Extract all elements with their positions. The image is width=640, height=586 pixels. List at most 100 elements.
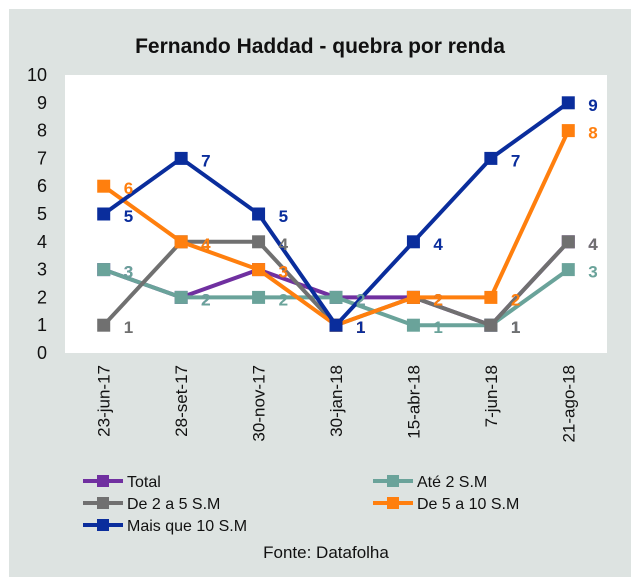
y-tick-label: 6 — [37, 176, 47, 196]
y-tick-label: 9 — [37, 93, 47, 113]
data-point — [406, 318, 420, 332]
data-label: 4 — [588, 235, 598, 254]
data-label: 4 — [433, 235, 443, 254]
data-label: 2 — [201, 290, 210, 309]
data-label: 3 — [279, 263, 288, 282]
data-label: 3 — [124, 263, 133, 282]
data-label: 1 — [356, 318, 365, 337]
data-label: 3 — [279, 263, 288, 282]
data-label: 1 — [511, 318, 520, 337]
x-tick-label: 23-jun-17 — [95, 365, 114, 437]
series-lines — [97, 96, 575, 332]
data-point — [329, 290, 343, 304]
data-label: 4 — [201, 235, 211, 254]
data-label: 1 — [356, 318, 365, 337]
legend-item: De 2 a 5 S.M — [83, 496, 220, 513]
data-label: 8 — [588, 124, 597, 143]
legend-label: Até 2 S.M — [417, 474, 487, 491]
data-label: 7 — [511, 151, 520, 170]
data-point — [174, 151, 188, 165]
legend-item: Mais que 10 S.M — [83, 518, 247, 535]
data-label: 6 — [124, 179, 133, 198]
data-label: 2 — [201, 290, 210, 309]
data-label: 2 — [511, 290, 520, 309]
data-point — [174, 235, 188, 249]
data-point — [406, 235, 420, 249]
data-label: 1 — [511, 318, 520, 337]
data-point — [97, 263, 111, 277]
chart-panel: Fernando Haddad - quebra por renda 0 1 2 3 4… — [9, 9, 631, 577]
data-point — [561, 235, 575, 249]
legend-marker — [387, 475, 399, 487]
y-axis: 0 1 2 3 4 5 6 7 8 9 10 — [27, 65, 47, 363]
data-point — [252, 207, 266, 221]
data-point — [561, 263, 575, 277]
data-label: 9 — [588, 96, 597, 115]
legend-marker — [97, 519, 109, 531]
data-label: 2 — [356, 290, 365, 309]
legend-item: Total — [83, 474, 161, 491]
data-point — [97, 207, 111, 221]
x-tick-label: 30-nov-17 — [250, 365, 269, 442]
legend-item: De 5 a 10 S.M — [373, 496, 519, 513]
data-point — [406, 290, 420, 304]
x-tick-label: 30-jan-18 — [327, 365, 346, 437]
source-note: Fonte: Datafolha — [263, 543, 389, 562]
data-label: 7 — [201, 151, 210, 170]
legend-marker — [97, 497, 109, 509]
plot-area — [65, 75, 607, 353]
data-label: 5 — [124, 207, 133, 226]
legend-item: Até 2 S.M — [373, 474, 487, 491]
data-label: 2 — [433, 290, 442, 309]
data-label: 4 — [201, 235, 211, 254]
series-4 — [97, 96, 575, 332]
data-point — [252, 263, 266, 277]
data-point — [252, 235, 266, 249]
data-label: 4 — [588, 235, 598, 254]
legend: Total Até 2 S.M De 2 a 5 S.M De 5 a 10 S.M M… — [83, 474, 519, 535]
data-point — [561, 96, 575, 110]
legend-label: De 5 a 10 S.M — [417, 496, 519, 513]
x-tick-label: 28-set-17 — [172, 365, 191, 437]
legend-label: Total — [127, 474, 161, 491]
y-tick-label: 7 — [37, 148, 47, 168]
data-label: 1 — [511, 318, 520, 337]
y-tick-label: 8 — [37, 121, 47, 141]
y-tick-label: 0 — [37, 343, 47, 363]
y-tick-label: 4 — [37, 232, 47, 252]
data-point — [561, 124, 575, 138]
x-axis: 23-jun-17 28-set-17 30-nov-17 30-jan-18 15-a… — [95, 365, 579, 443]
y-tick-label: 1 — [37, 315, 47, 335]
data-label: 2 — [433, 290, 442, 309]
line-chart: Fernando Haddad - quebra por renda 0 1 2 3 4… — [27, 35, 607, 562]
data-label: 2 — [279, 290, 288, 309]
data-label: 1 — [433, 318, 442, 337]
chart-title: Fernando Haddad - quebra por renda — [135, 35, 505, 58]
legend-label: De 2 a 5 S.M — [127, 496, 220, 513]
x-tick-label: 15-abr-18 — [404, 365, 423, 439]
y-tick-label: 2 — [37, 287, 47, 307]
data-point — [252, 290, 266, 304]
data-point — [97, 179, 111, 193]
data-label: 1 — [124, 318, 133, 337]
data-label: 4 — [279, 235, 289, 254]
data-point — [329, 318, 343, 332]
legend-marker — [97, 475, 109, 487]
data-point — [174, 290, 188, 304]
legend-marker — [387, 497, 399, 509]
x-tick-label: 21-ago-18 — [559, 365, 578, 443]
data-point — [97, 318, 111, 332]
x-tick-label: 7-jun-18 — [482, 365, 501, 427]
data-label: 3 — [588, 263, 597, 282]
y-tick-label: 10 — [27, 65, 47, 85]
data-label: 5 — [279, 207, 288, 226]
data-label: 2 — [356, 290, 365, 309]
legend-label: Mais que 10 S.M — [127, 518, 247, 535]
data-point — [484, 290, 498, 304]
y-tick-label: 5 — [37, 204, 47, 224]
data-label: 2 — [433, 290, 442, 309]
data-label: 1 — [356, 318, 365, 337]
data-label: 3 — [124, 263, 133, 282]
